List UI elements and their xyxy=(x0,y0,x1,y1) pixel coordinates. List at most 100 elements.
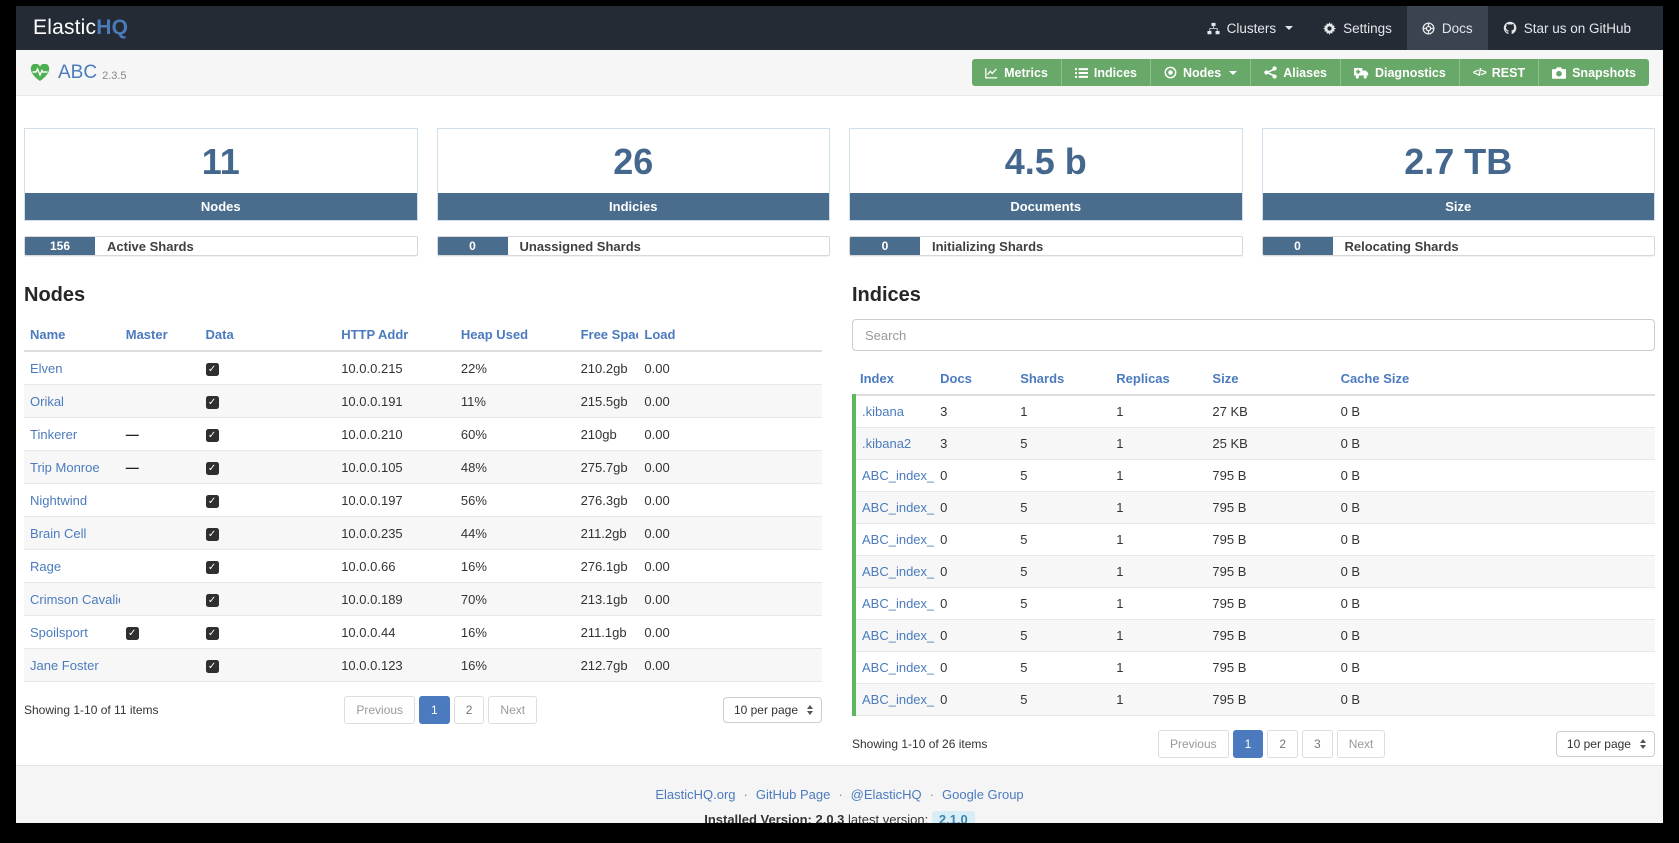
indices-column-header[interactable]: Shards xyxy=(1014,363,1111,396)
node-http-addr: 10.0.0.105 xyxy=(335,450,455,484)
metrics-button[interactable]: Metrics xyxy=(972,59,1062,86)
node-name-link[interactable]: Orikal xyxy=(30,393,64,409)
indices-search-input[interactable] xyxy=(852,319,1655,351)
indices-button[interactable]: Indices xyxy=(1061,59,1151,86)
node-http-addr: 10.0.0.44 xyxy=(335,615,455,649)
indices-column-header[interactable]: Cache Size xyxy=(1334,363,1655,396)
node-name-link[interactable]: Tinkerer xyxy=(30,426,78,442)
indices-prev-button[interactable]: Previous xyxy=(1157,730,1229,758)
node-name-link[interactable]: Jane Foster xyxy=(30,657,99,673)
nodes-column-header[interactable]: Heap Used xyxy=(454,319,575,352)
index-name-link[interactable]: .kibana2 xyxy=(862,436,912,451)
footer-link[interactable]: GitHub Page xyxy=(755,787,831,802)
footer-link[interactable]: Google Group xyxy=(942,787,1024,802)
indices-per-page-select[interactable]: 10 per page xyxy=(1555,731,1655,757)
cluster-name-link[interactable]: ABC xyxy=(58,61,98,83)
index-name-link[interactable]: ABC_index_audit_log_v1 xyxy=(862,596,935,611)
index-name-link[interactable]: ABC_index_agg_table_v1 xyxy=(862,500,935,515)
shard-count: 0 xyxy=(850,237,920,255)
nav-github-label: Star us on GitHub xyxy=(1523,20,1631,36)
latest-version-badge: 2.1.0 xyxy=(931,811,975,823)
nodes-prev-button[interactable]: Previous xyxy=(344,696,416,724)
indices-column-header[interactable]: Index xyxy=(854,363,935,396)
footer-link[interactable]: ElasticHQ.org xyxy=(655,787,736,802)
rest-label: REST xyxy=(1491,65,1526,80)
node-free-space: 215.5gb xyxy=(574,384,639,418)
stat-value: 2.7 TB xyxy=(1404,141,1513,182)
index-docs: 0 xyxy=(934,683,1015,716)
index-docs: 3 xyxy=(934,427,1015,460)
nav-github-star[interactable]: Star us on GitHub xyxy=(1488,6,1646,50)
index-replicas: 1 xyxy=(1110,427,1207,460)
index-docs: 3 xyxy=(934,394,1015,428)
aliases-button[interactable]: Aliases xyxy=(1251,59,1341,86)
index-docs: 0 xyxy=(934,523,1015,556)
nav-docs[interactable]: Docs xyxy=(1406,6,1488,50)
index-docs: 0 xyxy=(934,491,1015,524)
node-row: Nightwind 10.0.0.197 56% 276.3gb xyxy=(24,483,822,517)
index-name-link[interactable]: ABC_index_audit_log_test_v1 xyxy=(862,564,935,579)
indices-column-header[interactable]: Size xyxy=(1206,363,1335,396)
node-http-addr: 10.0.0.66 xyxy=(335,549,455,583)
nodes-page-number-button[interactable]: 1 xyxy=(419,696,450,724)
indices-page-number-button[interactable]: 2 xyxy=(1267,730,1299,758)
nodes-column-header[interactable]: HTTP Addr xyxy=(335,319,455,352)
index-name-link[interactable]: ABC_index_comments_test_v1 xyxy=(862,628,935,643)
rest-button[interactable]: REST xyxy=(1459,59,1540,86)
nodes-next-button[interactable]: Next xyxy=(488,696,538,724)
snapshots-button[interactable]: Snapshots xyxy=(1539,59,1649,86)
index-name-link[interactable]: ABC_index_data_pipeline_kv_test_v1 xyxy=(862,692,935,707)
nodes-dropdown-button[interactable]: Nodes xyxy=(1151,59,1252,86)
nodes-column-header[interactable]: Master xyxy=(119,319,200,352)
shard-label: Unassigned Shards xyxy=(519,238,641,254)
node-free-space: 276.1gb xyxy=(574,549,639,583)
index-name-link[interactable]: ABC_index_anomalies_v1 xyxy=(862,532,935,547)
shard-bars-row: 156 Active Shards 0 Unassigned Shards 0 … xyxy=(24,236,1655,256)
app-logo[interactable]: ElasticHQ xyxy=(33,16,128,40)
nav-settings[interactable]: Settings xyxy=(1308,6,1407,50)
index-cache-size: 0 B xyxy=(1334,555,1655,588)
data-checked-icon xyxy=(205,396,219,409)
index-shards: 5 xyxy=(1014,683,1111,716)
index-name-link[interactable]: .kibana xyxy=(862,404,904,419)
indices-column-header[interactable]: Replicas xyxy=(1110,363,1207,396)
index-row: ABC_index_data_pipeline_kv_test_v1 0 5 1… xyxy=(851,683,1655,716)
node-heap-used: 56% xyxy=(454,483,575,517)
index-shards: 5 xyxy=(1014,555,1111,588)
indices-page-number-button[interactable]: 3 xyxy=(1302,730,1333,758)
nodes-page-number-button[interactable]: 2 xyxy=(453,696,485,724)
node-name-link[interactable]: Spoilsport xyxy=(30,624,88,640)
index-name-link[interactable]: ABC_index_comments_v1 xyxy=(862,660,935,675)
nodes-column-header[interactable]: Data xyxy=(199,319,336,352)
indices-page-number-button[interactable]: 1 xyxy=(1232,730,1264,758)
node-heap-used: 48% xyxy=(454,450,575,484)
logo-elastic: Elastic xyxy=(33,16,97,39)
node-free-space: 210gb xyxy=(574,417,639,451)
node-name-link[interactable]: Crimson Cavalier xyxy=(30,591,120,607)
node-name-link[interactable]: Elven xyxy=(30,360,63,376)
master-dash xyxy=(126,427,139,442)
node-name-link[interactable]: Nightwind xyxy=(30,492,88,508)
installed-version-label: Installed Version: xyxy=(704,812,812,823)
footer-link[interactable]: @ElasticHQ xyxy=(850,787,922,802)
index-cache-size: 0 B xyxy=(1334,651,1655,684)
shard-label: Initializing Shards xyxy=(932,238,1044,254)
nodes-column-header[interactable]: Load xyxy=(638,319,822,352)
nodes-column-header[interactable]: Name xyxy=(24,319,120,352)
diagnostics-button[interactable]: Diagnostics xyxy=(1340,59,1460,86)
index-row: ABC_index_comments_test_v1 0 5 1 795 B 0… xyxy=(851,619,1655,652)
node-name-link[interactable]: Rage xyxy=(30,558,62,574)
indices-column-header[interactable]: Docs xyxy=(934,363,1015,396)
node-name-link[interactable]: Brain Cell xyxy=(30,525,87,541)
node-row: Tinkerer 10.0.0.210 60% 210gb xyxy=(24,417,822,451)
master-dash xyxy=(126,460,139,475)
indices-next-button[interactable]: Next xyxy=(1336,730,1386,758)
shard-count: 0 xyxy=(1262,237,1333,255)
node-load: 0.00 xyxy=(638,615,822,649)
nodes-column-header[interactable]: Free Space xyxy=(574,319,639,352)
node-name-link[interactable]: Trip Monroe xyxy=(30,459,100,475)
index-name-link[interactable]: ABC_index_agg_table_test_v1 xyxy=(862,468,935,483)
nav-clusters[interactable]: Clusters xyxy=(1192,6,1309,50)
nodes-per-page-select[interactable]: 10 per page xyxy=(722,697,822,723)
